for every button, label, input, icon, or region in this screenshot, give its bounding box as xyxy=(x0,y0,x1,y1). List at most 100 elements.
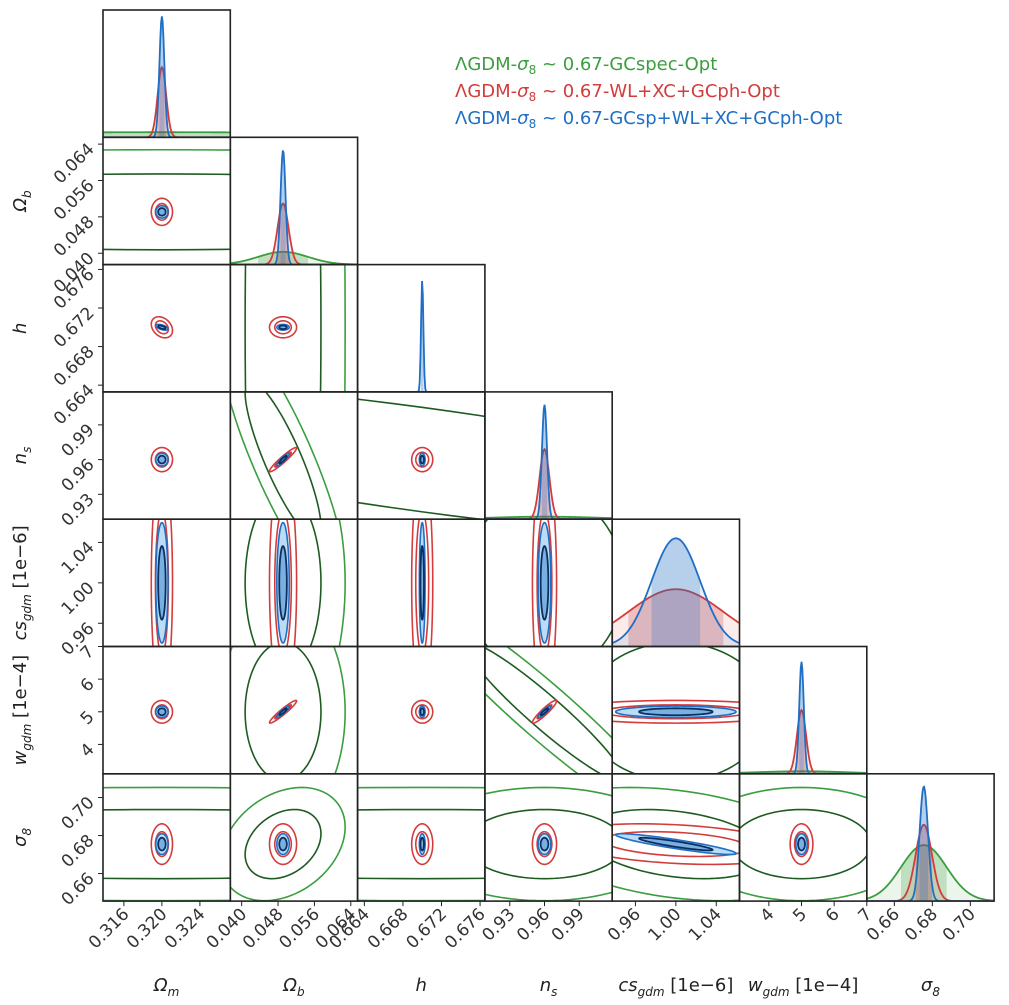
contour-1sigma-GCsp+WL+XC+GCph xyxy=(419,454,425,465)
contour-1sigma-GCsp+WL+XC+GCph xyxy=(797,836,806,852)
contour-2sigma-WL+XC+GCph xyxy=(410,519,434,647)
cell-frame xyxy=(865,772,995,902)
x-tick-label-cs: 0.96 xyxy=(604,904,645,945)
contour-2sigma-WL+XC+GCph xyxy=(268,446,298,473)
x-tick-label-Ob: 0.048 xyxy=(239,904,288,953)
contour-1sigma-WL+XC+GCph xyxy=(273,519,293,647)
contour-2sigma-WL+XC+GCph xyxy=(268,315,298,339)
x-tick-label-Om: 0.324 xyxy=(161,904,210,953)
marginal-fill-GCspec xyxy=(103,132,231,138)
contour-1sigma-GCsp+WL+XC+GCph xyxy=(157,545,167,621)
y-tick-label-Ob: 0.048 xyxy=(50,212,99,261)
marginal-band-WL+XC+GCph xyxy=(157,67,167,138)
y-tick-label-w: 7 xyxy=(77,642,99,664)
x-tick-label-h: 0.668 xyxy=(364,904,413,953)
contour-1sigma-GCsp+WL+XC+GCph xyxy=(539,707,550,717)
legend-entry-wl-xc-gcph: ΛGDM-σ8 ~ 0.67-WL+XC+GCph-Opt xyxy=(455,81,780,104)
y-tick-label-s8: 0.68 xyxy=(58,831,99,872)
contour-1sigma-GCspec xyxy=(0,381,594,539)
y-axis-label-w: wgdm [1e−4] xyxy=(10,655,34,766)
contour-2sigma-WL+XC+GCph xyxy=(410,446,434,473)
marginal-fill-WL+XC+GCph xyxy=(612,589,740,647)
x-tick-label-s8: 0.68 xyxy=(901,904,942,945)
cell-h-h xyxy=(356,263,486,393)
y-tick-label-h: 0.668 xyxy=(50,342,99,391)
contour-1sigma-WL+XC+GCph xyxy=(536,830,553,858)
contour-2sigma-WL+XC+GCph xyxy=(789,823,814,866)
y-tick-label-Ob: 0.056 xyxy=(50,176,99,225)
contour-1sigma-GCspec xyxy=(484,808,613,880)
marginal-band-GCsp+WL+XC+GCph xyxy=(919,786,928,902)
contour-1sigma-GCsp+WL+XC+GCph xyxy=(419,707,425,717)
marginal-band-GCspec xyxy=(103,132,231,138)
contour-1sigma-GCsp+WL+XC+GCph xyxy=(157,207,167,217)
contour-1sigma-GCsp+WL+XC+GCph xyxy=(638,836,714,852)
contour-1sigma-GCsp+WL+XC+GCph xyxy=(278,545,288,621)
contour-1sigma-GCsp+WL+XC+GCph xyxy=(419,836,425,852)
marginal-fill-WL+XC+GCph xyxy=(523,449,567,520)
contour-1sigma-GCsp+WL+XC+GCph xyxy=(419,544,425,621)
marginal-GCspec xyxy=(484,515,613,520)
cell-s8-s8: 0.660.680.70 σ8 xyxy=(863,772,995,999)
contour-2sigma-WL+XC+GCph xyxy=(268,823,298,866)
contour-2sigma-WL+XC+GCph xyxy=(410,823,434,866)
marginal-band-WL+XC+GCph xyxy=(628,589,724,647)
contour-1sigma-GCsp+WL+XC+GCph xyxy=(157,454,167,465)
y-axis-label-s8: σ8 xyxy=(10,828,34,847)
x-tick-label-w: 4 xyxy=(757,904,779,926)
x-tick-label-s8: 0.70 xyxy=(939,904,980,945)
x-tick-label-w: 6 xyxy=(822,904,844,926)
marginal-fill-GCsp+WL+XC+GCph xyxy=(230,150,358,265)
contour-1sigma-WL+XC+GCph xyxy=(612,830,740,858)
cell-Ob-ns xyxy=(229,391,359,520)
y-tick-label-w: 4 xyxy=(77,740,99,762)
cell-frame xyxy=(229,263,359,393)
legend: ΛGDM-σ8 ~ 0.67-GCspec-Opt ΛGDM-σ8 ~ 0.67… xyxy=(455,54,842,131)
x-axis-label-Ob: Ωb xyxy=(282,975,305,999)
contour-1sigma-GCsp+WL+XC+GCph xyxy=(278,707,288,717)
marginal-fill-GCsp+WL+XC+GCph xyxy=(532,404,557,520)
contour-1sigma-WL+XC+GCph xyxy=(414,451,430,468)
contour-1sigma-GCsp+WL+XC+GCph xyxy=(157,324,167,330)
legend-entry-gcspec: ΛGDM-σ8 ~ 0.67-GCspec-Opt xyxy=(455,54,717,77)
x-tick-label-ns: 0.99 xyxy=(548,904,589,945)
contour-2sigma-WL+XC+GCph xyxy=(268,519,298,647)
marginal-WL+XC+GCph xyxy=(612,588,740,647)
y-tick-label-ns: 0.96 xyxy=(58,455,99,496)
contour-2sigma-WL+XC+GCph xyxy=(612,699,740,724)
contour-1sigma-WL+XC+GCph xyxy=(536,519,553,647)
contour-1sigma-GCspec xyxy=(244,808,322,880)
marginal-fill-GCsp+WL+XC+GCph xyxy=(739,661,867,774)
contour-2sigma-WL+XC+GCph xyxy=(150,699,174,724)
marginal-band-GCsp+WL+XC+GCph xyxy=(651,538,701,647)
contour-1sigma-GCspec xyxy=(244,519,322,647)
marginal-band-GCspec xyxy=(901,845,947,902)
x-tick-label-cs: 1.04 xyxy=(685,904,726,945)
contour-1sigma-GCspec xyxy=(357,398,485,520)
contour-2sigma-GCspec xyxy=(484,786,613,902)
contour-1sigma-WL+XC+GCph xyxy=(414,519,430,647)
marginal-GCsp+WL+XC+GCph xyxy=(103,16,231,138)
x-tick-label-Om: 0.320 xyxy=(123,904,172,953)
contour-1sigma-GCspec xyxy=(244,646,322,774)
contour-1sigma-GCspec xyxy=(357,808,485,880)
contour-2sigma-WL+XC+GCph xyxy=(150,446,174,473)
marginal-fill-GCsp+WL+XC+GCph xyxy=(612,538,740,647)
contour-1sigma-WL+XC+GCph xyxy=(273,830,293,858)
y-axis-label-cs: csgdm [1e−6] xyxy=(10,525,34,640)
cell-Ob-Ob xyxy=(229,136,359,266)
cell-w-w xyxy=(738,645,868,775)
x-tick-label-ns: 0.93 xyxy=(478,904,519,945)
cell-Om-Om xyxy=(102,9,232,139)
y-axis-label-ns: ns xyxy=(10,447,34,465)
x-axis-label-s8: σ8 xyxy=(921,975,940,999)
cell-ns-ns xyxy=(484,391,613,520)
contour-2sigma-GCspec xyxy=(484,646,613,774)
y-tick-label-cs: 1.04 xyxy=(58,538,99,579)
contour-2sigma-WL+XC+GCph xyxy=(268,699,298,724)
contour-1sigma-GCsp+WL+XC+GCph xyxy=(278,836,288,852)
y-tick-label-cs: 1.00 xyxy=(58,578,99,619)
